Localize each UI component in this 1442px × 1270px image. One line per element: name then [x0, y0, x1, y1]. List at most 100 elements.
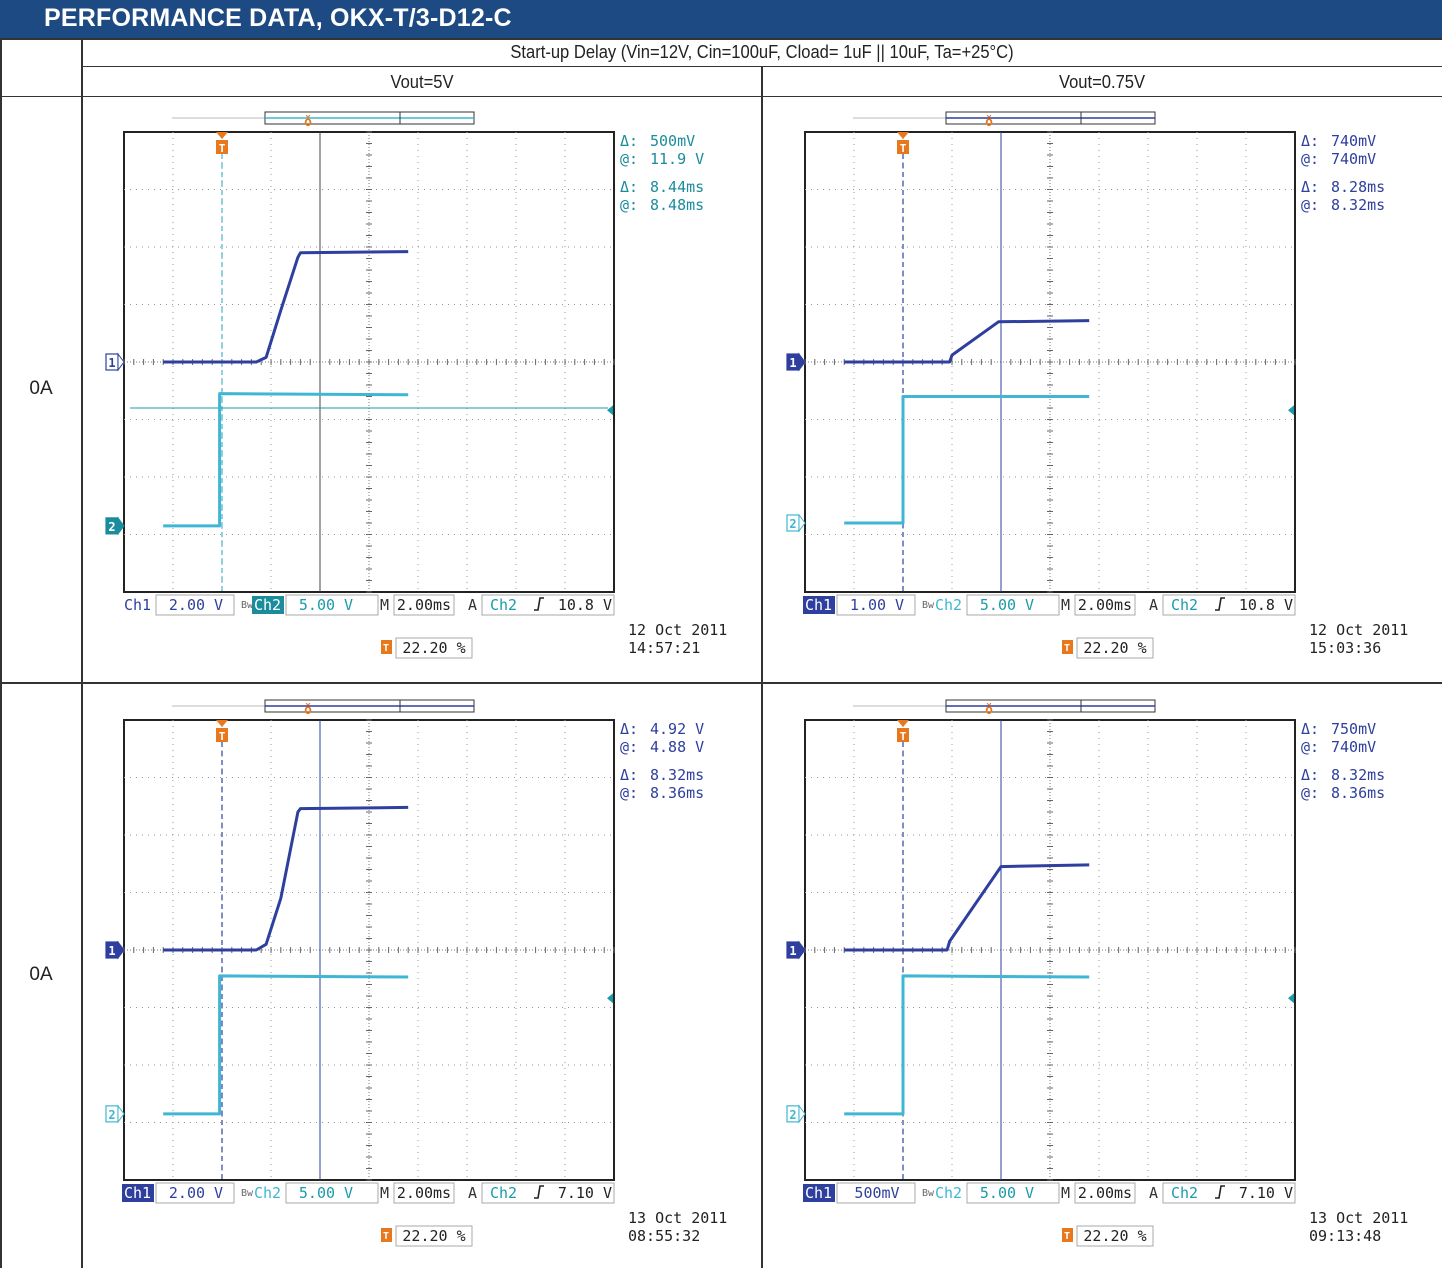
trigger-source: Ch2: [1171, 1184, 1198, 1202]
measurement-symbol: @:: [620, 196, 638, 214]
trigger-level: 10.8 V: [558, 596, 612, 614]
trigger-source: Ch2: [1171, 596, 1198, 614]
ch1-label: Ch1: [805, 596, 832, 614]
ch2-ground-marker-label: 2: [789, 1108, 796, 1122]
measurement-symbol: Δ:: [1301, 132, 1319, 150]
measurement-symbol: Δ:: [1301, 178, 1319, 196]
ch2-ground-marker-label: 2: [789, 517, 796, 531]
table-rule: [81, 38, 83, 1268]
trigger-marker-box: [216, 728, 228, 742]
trigger-position-icon-label: T: [1064, 643, 1070, 654]
trigger-level-marker: [1288, 993, 1294, 1004]
capture-date: 12 Oct 2011: [1309, 621, 1408, 639]
ch1-label-highlight: [803, 596, 835, 614]
ch1-ground-marker-pointer: [798, 352, 806, 372]
trigger-position-arrow: [216, 132, 228, 139]
trigger-mode: A: [1149, 596, 1158, 614]
scope-screen: ǒ T 1 2 Δ: 740mV @: 740mV Δ: 8.28ms @: 8.32ms Ch1 1.0…: [786, 111, 1408, 659]
trigger-position-icon: [1062, 640, 1073, 654]
trigger-position-box: [395, 1225, 473, 1247]
ch1-label-highlight: [803, 1184, 835, 1202]
ch1-label: Ch1: [124, 596, 151, 614]
measurement-symbol: @:: [620, 738, 638, 756]
ch2-scale-box: [966, 1182, 1060, 1204]
trigger-box: [1162, 1182, 1296, 1204]
trigger-position-icon-label: T: [1064, 1231, 1070, 1242]
bandwidth-limit-icon: Bw: [241, 600, 254, 611]
title-bar: PERFORMANCE DATA, OKX-T/3-D12-C: [0, 0, 1442, 38]
timebase-mark: M: [1061, 596, 1070, 614]
trigger-level: 10.8 V: [1239, 596, 1293, 614]
trigger-mode: A: [468, 1184, 477, 1202]
trigger-level-marker: [1288, 405, 1294, 416]
trigger-marker-box: [897, 728, 909, 742]
trigger-marker-box: [216, 140, 228, 154]
measurement-symbol: @:: [1301, 784, 1319, 802]
ch2-scale: 5.00 V: [299, 1184, 353, 1202]
timebase-box: [393, 1182, 455, 1204]
bandwidth-limit-icon: Bw: [241, 1188, 254, 1199]
trigger-marker-label: T: [219, 730, 226, 743]
ch1-waveform: [163, 250, 409, 364]
table-rule: [0, 38, 1442, 40]
trigger-source: Ch2: [490, 596, 517, 614]
trigger-position-icon: [381, 1228, 392, 1242]
table-rule: [0, 38, 2, 1268]
measurement-symbol: @:: [1301, 196, 1319, 214]
measurement-value-dt: 8.44ms: [650, 178, 704, 196]
measurement-value-v_at: 740mV: [1331, 150, 1376, 168]
trigger-mode: A: [468, 596, 477, 614]
trigger-position-value: 22.20 %: [402, 1227, 465, 1245]
capture-time: 09:13:48: [1309, 1227, 1381, 1245]
ch1-waveform: [163, 805, 409, 952]
timebase-mark: M: [380, 1184, 389, 1202]
bandwidth-limit-icon: Bw: [922, 600, 935, 611]
trigger-position-arrow: [897, 132, 909, 139]
measurement-symbol: Δ:: [1301, 766, 1319, 784]
trigger-position-arrow: [216, 720, 228, 727]
scope-screen: ǒ T 1 2 Δ: 4.92 V @: 4.88 V Δ: 8.32ms @: 8.36ms Ch1 2…: [105, 699, 727, 1247]
trigger-level-marker: [607, 405, 613, 416]
measurement-value-dv: 500mV: [650, 132, 695, 150]
ch2-waveform: [163, 974, 409, 1116]
measurement-symbol: @:: [620, 150, 638, 168]
capture-time: 08:55:32: [628, 1227, 700, 1245]
rising-edge-icon: [1215, 1185, 1225, 1199]
ch1-scale-box: [836, 1182, 916, 1204]
ch2-ground-marker-label: 2: [108, 520, 115, 534]
capture-time: 15:03:36: [1309, 639, 1381, 657]
ch1-scale-box: [155, 1182, 235, 1204]
trigger-position-value: 22.20 %: [1083, 639, 1146, 657]
ch1-ground-marker-label: 1: [108, 944, 115, 958]
measurement-symbol: Δ:: [620, 178, 638, 196]
measurement-symbol: Δ:: [620, 720, 638, 738]
bandwidth-limit-icon: Bw: [922, 1188, 935, 1199]
measurement-symbol: @:: [1301, 738, 1319, 756]
ch1-ground-marker-pointer: [798, 940, 806, 960]
table-caption: Start-up Delay (Vin=12V, Cin=100uF, Cloa…: [510, 42, 1014, 62]
ch2-scale-box: [966, 594, 1060, 616]
ch2-label: Ch2: [935, 596, 962, 614]
record-trigger-glyph: ǒ: [304, 703, 312, 718]
ch2-waveform: [163, 392, 409, 528]
ch1-ground-marker-label: 1: [789, 944, 796, 958]
trigger-position-box: [395, 637, 473, 659]
capture-date: 13 Oct 2011: [1309, 1209, 1408, 1227]
trigger-position-icon: [381, 640, 392, 654]
measurement-value-t_at: 8.32ms: [1331, 196, 1385, 214]
trigger-level-marker: [607, 993, 613, 1004]
measurement-value-v_at: 740mV: [1331, 738, 1376, 756]
row-label-load: 0A: [29, 378, 53, 399]
record-trigger-glyph: ǒ: [985, 703, 993, 718]
measurement-value-dt: 8.28ms: [1331, 178, 1385, 196]
scope-vout-075v-bottom: ǒ T 1 2 Δ: 750mV @: 740mV Δ: 8.32ms @: 8.36ms Ch1 500…: [763, 684, 1442, 1270]
ch2-scale-box: [285, 1182, 379, 1204]
ch1-ground-marker-label: 1: [789, 356, 796, 370]
ch2-ground-marker-pointer: [117, 1104, 125, 1124]
trigger-position-icon: [1062, 1228, 1073, 1242]
ch1-scale: 500mV: [854, 1184, 899, 1202]
trigger-marker-label: T: [219, 142, 226, 155]
measurement-value-t_at: 8.48ms: [650, 196, 704, 214]
ch2-label: Ch2: [254, 596, 281, 614]
trigger-marker-box: [897, 140, 909, 154]
